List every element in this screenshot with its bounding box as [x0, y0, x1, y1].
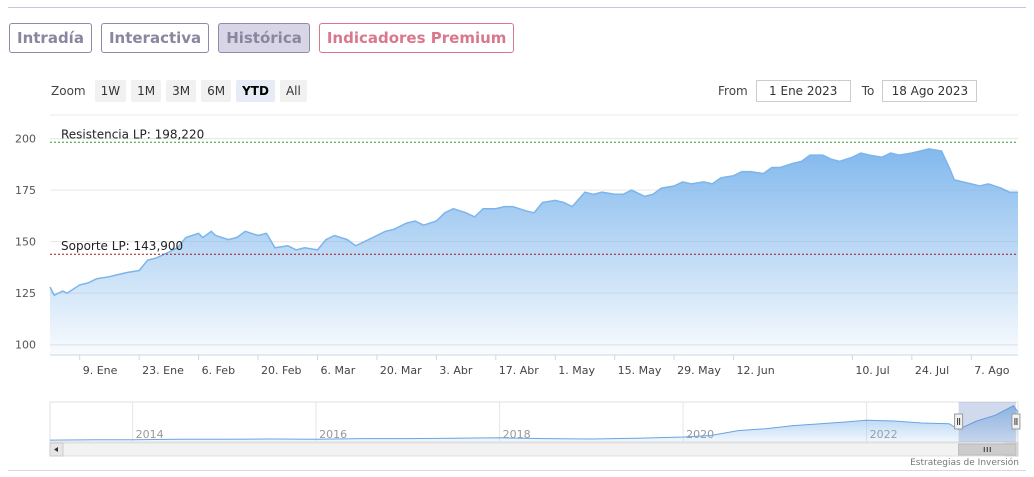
to-date-input[interactable]: 18 Ago 2023: [882, 80, 978, 102]
top-divider: [8, 7, 1026, 8]
zoom-all-button[interactable]: All: [279, 80, 307, 102]
x-tick-label: 24. Jul: [915, 364, 949, 377]
support-label: Soporte LP: 143,900: [61, 239, 183, 253]
x-tick-label: 3. Abr: [439, 364, 472, 377]
tab-historica[interactable]: Histórica: [218, 23, 310, 53]
x-tick-label: 20. Mar: [380, 364, 422, 377]
x-tick-label: 1. May: [558, 364, 595, 377]
price-line: [49, 148, 1018, 297]
y-tick-label: 125: [15, 287, 36, 300]
navigator-year-label: 2014: [136, 428, 164, 441]
x-tick-label: 29. May: [677, 364, 721, 377]
from-label: From: [718, 84, 748, 98]
x-tick-label: 17. Abr: [499, 364, 539, 377]
x-tick-label: 7. Ago: [974, 364, 1009, 377]
resistance-label: Resistencia LP: 198,220: [61, 127, 204, 141]
price-area-fill: [50, 148, 1018, 355]
arrow-left-icon: [54, 447, 58, 452]
y-tick-label: 100: [15, 339, 36, 352]
from-date-input[interactable]: 1 Ene 2023: [755, 80, 851, 102]
zoom-ytd-button[interactable]: YTD: [236, 80, 275, 102]
tab-interactiva[interactable]: Interactiva: [100, 23, 210, 53]
navigator-area: [50, 405, 1018, 442]
chart-type-tabs: Intradía Interactiva Histórica Indicador…: [9, 23, 515, 53]
x-tick-label: 6. Feb: [202, 364, 235, 377]
to-label: To: [861, 84, 875, 98]
x-tick-label: 6. Mar: [320, 364, 355, 377]
scrollbar-track[interactable]: [49, 442, 1019, 457]
navigator-selection[interactable]: [958, 402, 1016, 442]
navigator-left-handle[interactable]: [954, 413, 964, 430]
range-selector: Zoom 1W 1M 3M 6M YTD All: [51, 80, 307, 102]
navigator-line: [49, 405, 1019, 441]
zoom-1w-button[interactable]: 1W: [94, 80, 127, 102]
zoom-label: Zoom: [51, 84, 86, 98]
tab-intradia[interactable]: Intradía: [9, 23, 92, 53]
x-tick-label: 23. Ene: [142, 364, 184, 377]
y-tick-label: 200: [15, 133, 36, 146]
zoom-3m-button[interactable]: 3M: [166, 80, 197, 102]
handle-grip[interactable]: [954, 413, 964, 430]
y-tick-label: 175: [15, 184, 36, 197]
date-range: From 1 Ene 2023 To 18 Ago 2023: [718, 80, 978, 102]
x-tick-label: 9. Ene: [83, 364, 118, 377]
navigator-year-label: 2016: [319, 428, 347, 441]
x-tick-label: 12. Jun: [737, 364, 775, 377]
zoom-6m-button[interactable]: 6M: [201, 80, 232, 102]
x-tick-label: 15. May: [618, 364, 662, 377]
y-tick-label: 150: [15, 236, 36, 249]
tab-indicadores-premium[interactable]: Indicadores Premium: [318, 23, 515, 53]
zoom-1m-button[interactable]: 1M: [131, 80, 162, 102]
credits: Estrategias de Inversión: [910, 458, 1019, 468]
x-tick-label: 20. Feb: [261, 364, 301, 377]
bottom-divider: [8, 470, 1026, 471]
handle-grip[interactable]: [1011, 413, 1021, 430]
navigator-right-handle[interactable]: [1011, 413, 1021, 430]
x-tick-label: 10. Jul: [855, 364, 889, 377]
